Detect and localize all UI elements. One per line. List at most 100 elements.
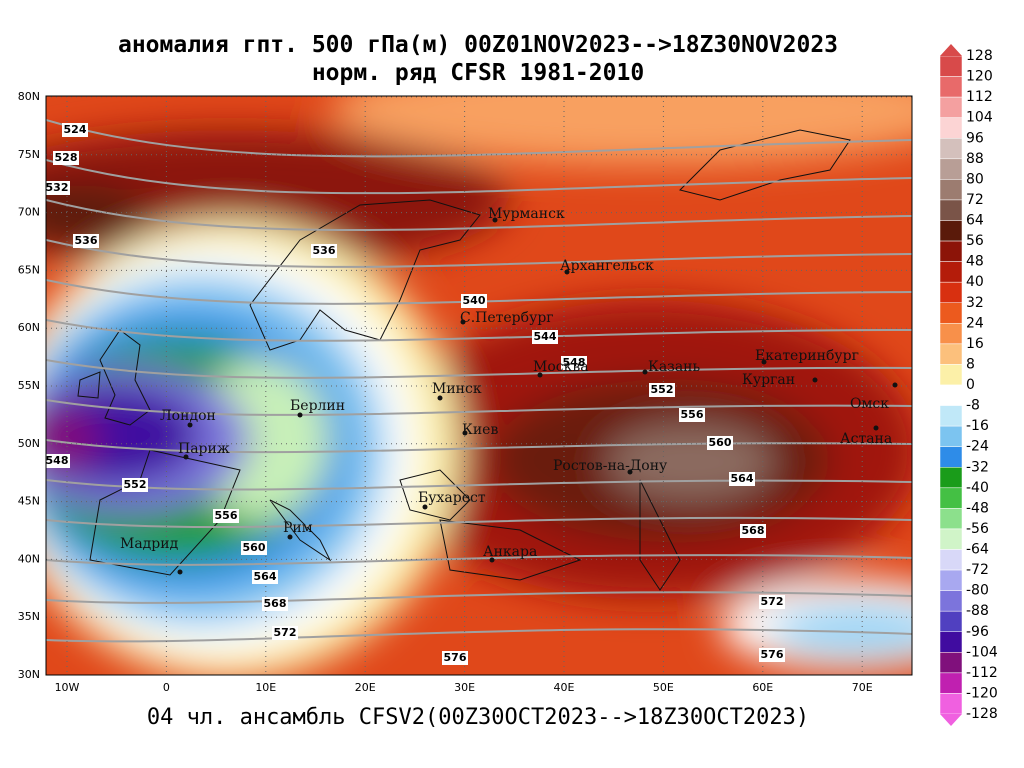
contour-label-box (649, 383, 675, 397)
colorbar-label: -48 (966, 500, 989, 516)
lat-label: 60N (18, 321, 40, 334)
contour-label: 568 (742, 524, 765, 537)
colorbar-swatch (939, 302, 963, 324)
colorbar-label: 120 (966, 69, 993, 85)
subtitle: норм. ряд CFSR 1981-2010 (312, 60, 644, 86)
contour-label-box (461, 294, 487, 308)
colorbar-label: 64 (966, 213, 984, 229)
colorbar-swatch (939, 549, 963, 571)
colorbar-label: -120 (966, 685, 998, 701)
lat-label: 75N (18, 148, 40, 161)
colorbar-swatch (939, 508, 963, 530)
colorbar-swatch (939, 240, 963, 262)
colorbar-label: 16 (966, 336, 984, 352)
colorbar-swatch (939, 467, 963, 489)
city-dot (187, 422, 193, 428)
city-name: Архангельск (560, 258, 654, 274)
city-name: Париж (178, 441, 230, 457)
lon-label: 10W (55, 681, 80, 694)
contour-label-box (759, 595, 785, 609)
city-name: Москва (533, 359, 589, 375)
contour-label: 552 (651, 383, 674, 396)
contour-label-box (740, 524, 766, 538)
colorbar-label: 104 (966, 110, 993, 126)
lat-label: 35N (18, 610, 40, 623)
city-dot (564, 269, 570, 275)
colorbar-swatch (939, 384, 963, 406)
city-dot (489, 557, 495, 563)
colorbar-swatch (939, 405, 963, 427)
colorbar-label: -104 (966, 644, 998, 660)
city-name: Анкара (483, 544, 537, 560)
contour-label: 556 (215, 509, 238, 522)
colorbar-swatch (939, 672, 963, 694)
lat-label: 40N (18, 552, 40, 565)
lon-label: 0 (163, 681, 170, 694)
lat-label: 55N (18, 379, 40, 392)
lon-label: 50E (653, 681, 674, 694)
city-dot (297, 412, 303, 418)
colorbar-swatch (939, 323, 963, 345)
contour-line (46, 628, 912, 643)
colorbar-swatch (939, 96, 963, 118)
colorbar-swatch (939, 343, 963, 365)
colorbar-swatch (939, 220, 963, 242)
city-name: Мурманск (488, 206, 565, 222)
colorbar-label: 24 (966, 315, 984, 331)
colorbar-swatch (939, 158, 963, 180)
colorbar-swatch (939, 528, 963, 550)
contour-label-box (46, 181, 70, 195)
contour-label: 564 (254, 570, 277, 583)
colorbar-label: -8 (966, 398, 980, 414)
contour-label-box (46, 454, 70, 468)
colorbar-label: -72 (966, 562, 989, 578)
lat-label: 70N (18, 206, 40, 219)
city-dot (177, 569, 183, 575)
colorbar-label: 96 (966, 130, 984, 146)
city-dot (287, 534, 293, 540)
contour-line (46, 399, 912, 416)
lat-label: 30N (18, 668, 40, 681)
colorbar-swatch (939, 261, 963, 283)
colorbar-label: 72 (966, 192, 984, 208)
colorbar-label: 0 (966, 377, 975, 393)
contour-label: 524 (64, 123, 87, 136)
city-name: Берлин (290, 398, 345, 414)
city-dot (462, 430, 468, 436)
city-dot (460, 319, 466, 325)
colorbar-label: 32 (966, 295, 984, 311)
lon-label: 40E (554, 681, 575, 694)
city-name: Бухарест (418, 490, 486, 506)
contour-label-box (729, 472, 755, 486)
city-dot (761, 359, 767, 365)
lat-label: 50N (18, 437, 40, 450)
colorbar-swatch (939, 590, 963, 612)
contour-label-box (707, 436, 733, 450)
lat-label: 45N (18, 495, 40, 508)
contour-label: 556 (681, 408, 704, 421)
lon-label: 30E (454, 681, 475, 694)
city-dot (492, 217, 498, 223)
colorbar-label: -56 (966, 521, 989, 537)
city-dot (627, 469, 633, 475)
contour-line (46, 119, 912, 158)
city-name: Мадрид (120, 536, 179, 552)
lon-label: 60E (752, 681, 773, 694)
contour-label: 572 (761, 595, 784, 608)
contour-label: 548 (563, 356, 586, 369)
colorbar-label: -96 (966, 624, 989, 640)
contour-line (46, 554, 912, 566)
colorbar-label: 8 (966, 356, 975, 372)
contour-label-box (262, 597, 288, 611)
contour-label-layer: 524 528 532 536 536 540 544 548 548 552 552 556 556 5… (46, 123, 785, 665)
contour-label: 572 (274, 626, 297, 639)
colorbar-label: 40 (966, 274, 984, 290)
lat-label: 65N (18, 263, 40, 276)
colorbar-swatch (939, 199, 963, 221)
city-dot (422, 504, 428, 510)
colorbar-swatch (939, 631, 963, 653)
contour-label: 528 (55, 151, 78, 164)
contour-label-box (679, 408, 705, 422)
colorbar-swatch (939, 425, 963, 447)
